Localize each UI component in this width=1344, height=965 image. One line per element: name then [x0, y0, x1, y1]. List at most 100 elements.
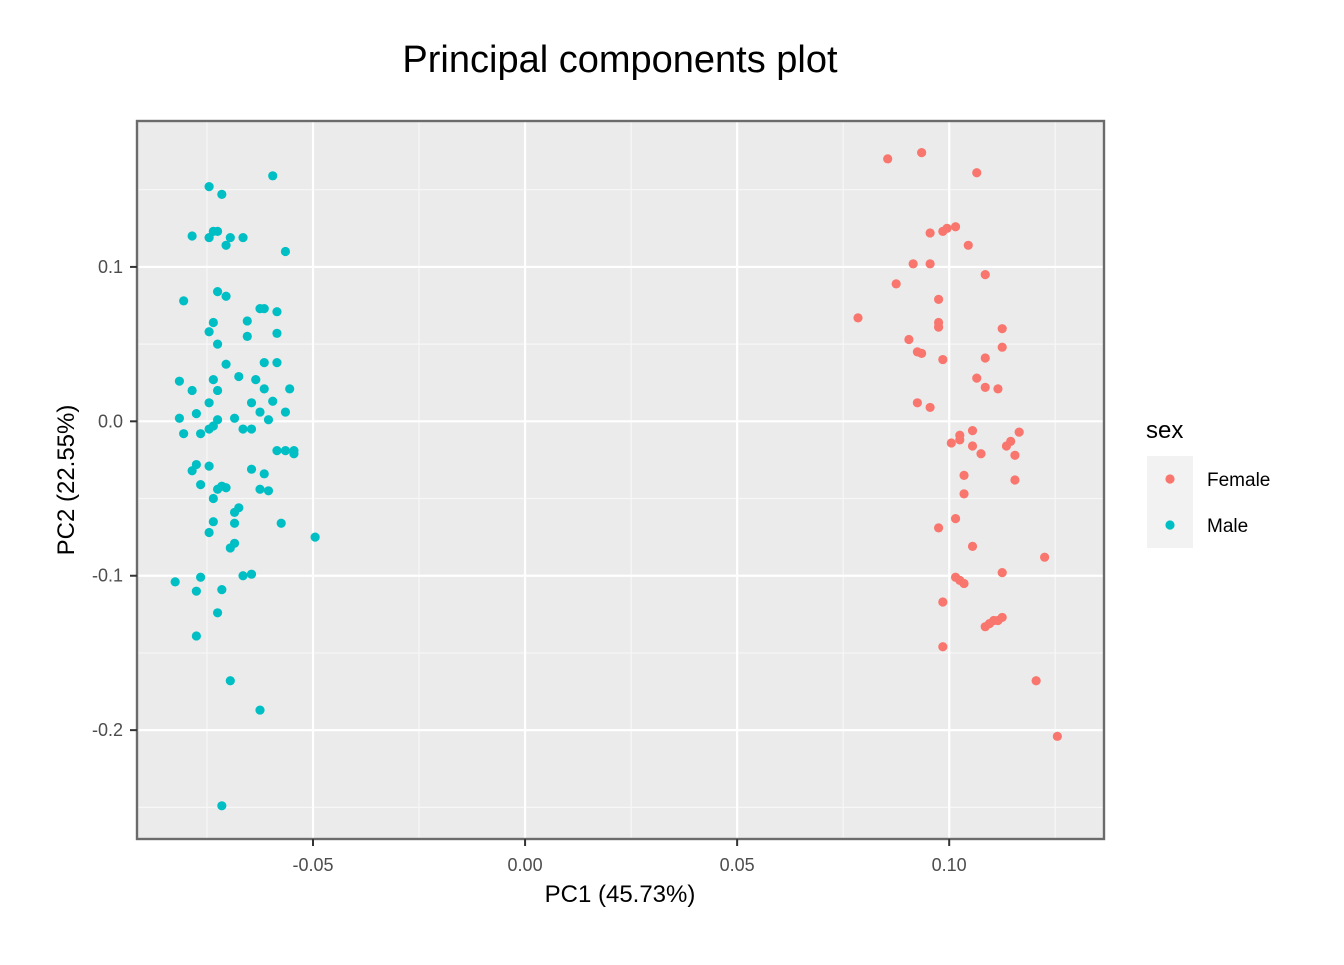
point-female-57	[1052, 731, 1062, 741]
point-female-48	[959, 578, 969, 589]
point-male-75	[170, 577, 180, 587]
point-female-44	[1040, 552, 1050, 562]
point-male-59	[196, 480, 206, 490]
y-tick-label-3: 0.1	[98, 257, 123, 277]
legend-label-female: Female	[1207, 470, 1270, 491]
point-male-25	[272, 358, 282, 368]
point-male-16	[272, 307, 282, 317]
point-female-34	[1001, 441, 1012, 451]
point-male-69	[229, 518, 240, 528]
point-male-8	[238, 232, 248, 243]
point-female-21	[980, 353, 990, 363]
point-female-25	[993, 384, 1003, 394]
point-male-50	[272, 446, 282, 456]
point-male-46	[238, 424, 248, 434]
point-male-72	[310, 532, 320, 542]
y-tick-label-1: -0.1	[92, 566, 123, 586]
point-female-20	[997, 342, 1007, 352]
point-male-11	[212, 287, 223, 297]
point-male-33	[285, 384, 295, 394]
point-male-31	[212, 385, 223, 396]
legend-dot-male	[1165, 520, 1175, 530]
point-male-58	[259, 469, 269, 479]
point-male-49	[196, 429, 206, 439]
point-male-9	[221, 240, 231, 250]
legend-dot-female	[1165, 474, 1175, 484]
point-male-34	[204, 398, 214, 408]
point-female-5	[938, 226, 948, 237]
point-male-29	[251, 375, 261, 385]
point-male-41	[229, 413, 240, 423]
point-female-32	[946, 438, 956, 448]
point-female-27	[925, 402, 935, 413]
point-male-22	[212, 339, 223, 349]
point-male-7	[225, 232, 235, 243]
point-male-83	[225, 676, 235, 686]
point-male-10	[280, 246, 291, 257]
legend-item-male: Male	[1147, 502, 1248, 548]
point-female-7	[963, 240, 973, 250]
legend: sex Female Male	[1146, 417, 1270, 548]
x-tick-label-1: 0.00	[508, 855, 543, 875]
point-male-67	[229, 507, 240, 518]
plot-border	[135, 119, 1106, 841]
point-male-47	[246, 424, 257, 434]
y-tick-label-0: -0.2	[92, 720, 123, 740]
point-male-43	[263, 415, 274, 425]
point-female-1	[917, 148, 927, 158]
x-tick-label-2: 0.05	[720, 855, 755, 875]
point-male-18	[208, 317, 218, 328]
point-male-6	[204, 232, 214, 243]
point-female-35	[967, 441, 978, 451]
point-female-54	[980, 622, 990, 632]
y-axis: -0.2 -0.1 0.0 0.1	[92, 257, 137, 740]
point-male-21	[242, 331, 252, 341]
point-male-27	[208, 375, 218, 385]
point-female-37	[1010, 450, 1020, 460]
point-female-31	[955, 435, 965, 445]
point-male-24	[259, 358, 269, 368]
point-male-40	[174, 413, 185, 423]
point-female-8	[908, 259, 918, 269]
grid-major	[137, 121, 1104, 839]
y-axis-label: PC2 (22.55%)	[53, 405, 80, 556]
point-male-26	[234, 371, 244, 382]
point-male-17	[242, 316, 252, 326]
point-male-45	[204, 424, 214, 434]
point-male-2	[217, 189, 227, 199]
legend-label-male: Male	[1207, 516, 1248, 537]
point-male-68	[208, 517, 218, 527]
point-male-55	[204, 461, 214, 471]
point-female-55	[938, 642, 948, 652]
point-male-20	[272, 328, 282, 338]
point-female-52	[993, 615, 1003, 626]
point-male-77	[238, 571, 248, 581]
point-female-3	[950, 222, 961, 232]
data-points	[170, 148, 1062, 811]
point-female-13	[853, 313, 863, 323]
point-female-40	[959, 489, 969, 499]
point-female-43	[967, 541, 978, 551]
point-female-45	[997, 568, 1007, 578]
point-male-32	[259, 384, 269, 394]
point-female-30	[1014, 427, 1024, 437]
point-male-35	[246, 398, 257, 408]
point-female-6	[925, 228, 935, 238]
point-male-57	[246, 464, 257, 474]
point-male-1	[204, 182, 214, 192]
point-female-16	[997, 324, 1007, 334]
point-female-12	[933, 294, 944, 304]
point-male-5	[187, 231, 197, 241]
y-tick-label-2: 0.0	[98, 411, 123, 431]
plot-panel	[137, 121, 1104, 839]
point-male-63	[255, 484, 265, 494]
point-male-23	[221, 359, 231, 369]
point-male-4	[212, 226, 223, 237]
point-female-56	[1031, 676, 1041, 686]
point-female-9	[925, 259, 935, 269]
point-male-76	[196, 572, 206, 582]
point-male-65	[208, 493, 218, 504]
point-male-80	[217, 585, 227, 595]
legend-title: sex	[1146, 417, 1183, 444]
